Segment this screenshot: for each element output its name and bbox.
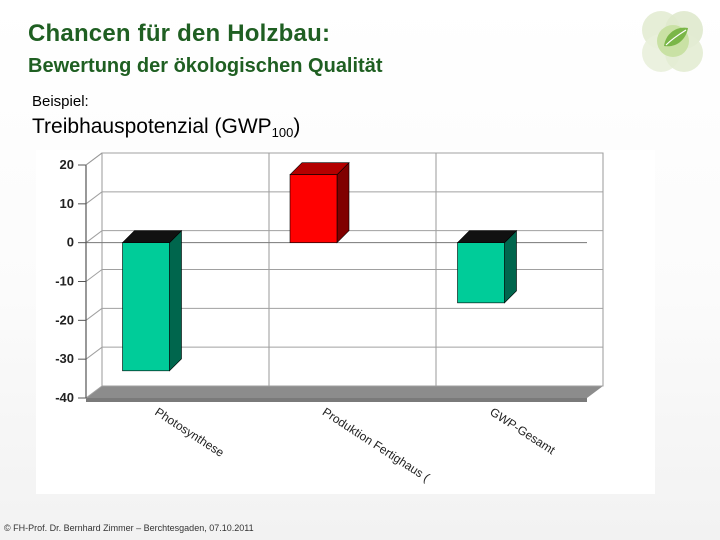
measure-label: Treibhauspotenzial (GWP100) [32, 115, 300, 140]
chart-floor [86, 386, 603, 398]
y-axis-top [85, 152, 103, 166]
measure-subscript: 100 [271, 125, 294, 140]
measure-suffix: ) [293, 115, 301, 138]
grid-diagonal [85, 191, 103, 205]
slide-subtitle: Bewertung der ökologischen Qualität [28, 55, 383, 77]
grid-diagonal [85, 269, 103, 282]
measure-text: Treibhauspotenzial (GWP [32, 115, 272, 138]
gwp-chart: 20 10 0 -10 -20 -30 -40 Photosynthese Produktion… [55, 152, 604, 485]
bar-side [169, 229, 182, 372]
y-tick-label: -10 [55, 274, 74, 289]
category-label: Photosynthese [152, 405, 226, 460]
chart-axes [78, 152, 103, 399]
grid-diagonal [85, 346, 103, 360]
bar-side [504, 229, 517, 304]
slide-title: Chancen für den Holzbau: [28, 20, 331, 47]
bar [289, 174, 338, 243]
y-tick-label: -40 [55, 390, 74, 405]
example-label: Beispiel: [32, 93, 89, 110]
y-tick-label: 20 [60, 157, 74, 172]
bar [122, 242, 170, 372]
y-tick-label: -20 [55, 312, 74, 327]
chart-bars [121, 161, 518, 372]
bar-side [336, 161, 350, 244]
grid-diagonal [85, 307, 103, 321]
y-tick-label: 10 [60, 196, 74, 211]
bar [457, 242, 505, 304]
grid-diagonal [85, 385, 103, 399]
chart-grid [85, 152, 603, 399]
chart-floor-edge [86, 398, 587, 402]
leaf-circle-icon [642, 11, 703, 72]
category-label: Produktion Fertighaus ( [320, 405, 432, 485]
y-tick-label: -30 [55, 351, 74, 366]
grid-diagonal [85, 230, 103, 244]
footer-text: © FH-Prof. Dr. Bernhard Zimmer – Berchte… [4, 523, 254, 533]
category-label: GWP-Gesamt [487, 405, 558, 458]
y-tick-label: 0 [67, 235, 74, 250]
